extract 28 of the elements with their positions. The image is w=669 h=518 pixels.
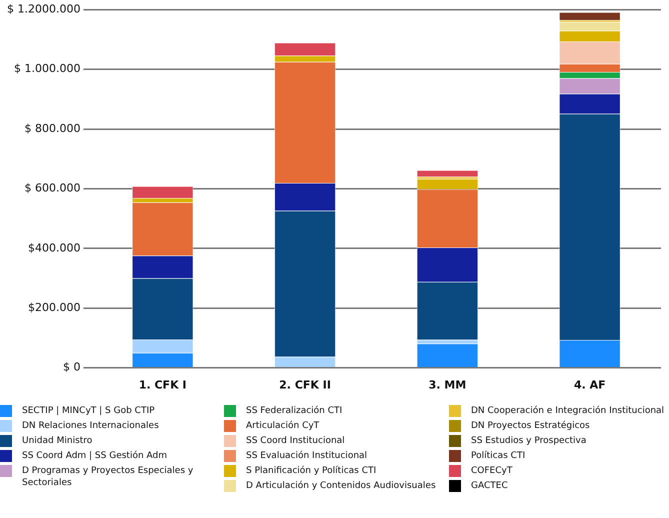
- legend-label: SS Evaluación Institucional: [246, 450, 368, 462]
- legend-label: SS Estudios y Prospectiva: [471, 435, 586, 447]
- x-tick-label: 1. CFK I: [138, 378, 187, 392]
- legend-label: GACTEC: [471, 480, 508, 492]
- legend-label: DN Relaciones Internacionales: [22, 420, 159, 432]
- legend-label: D Articulación y Contenidos Audiovisuales: [246, 480, 436, 492]
- y-tick-label: $ 1.2000.000: [6, 2, 80, 16]
- y-tick-label: $ 1.000.000: [14, 62, 80, 76]
- legend-label: SS Federalización CTI: [246, 405, 342, 417]
- y-tick-label: $400.000: [28, 241, 80, 254]
- legend-label: Unidad Ministro: [22, 435, 92, 447]
- y-tick-label: $ 800.000: [24, 122, 80, 135]
- x-tick-label: 4. AF: [574, 378, 606, 392]
- legend-label: Políticas CTI: [471, 450, 526, 462]
- legend-label: COFECyT: [471, 465, 512, 477]
- legend-label: DN Proyectos Estratégicos: [471, 420, 590, 432]
- legend-label: S Planificación y Políticas CTI: [246, 465, 376, 477]
- legend-label: DN Cooperación e Integración Institucional: [471, 405, 664, 417]
- y-tick-label: $ 0: [62, 360, 80, 374]
- legend-label: SS Coord Adm | SS Gestión Adm: [22, 450, 167, 462]
- legend-label: D Programas y Proyectos Especiales y Sectoriales: [22, 465, 194, 489]
- x-tick-label: 2. CFK II: [279, 378, 331, 392]
- legend-label: Articulación CyT: [246, 420, 320, 432]
- legend-label: SECTIP | MINCyT | S Gob CTIP: [22, 405, 155, 417]
- legend-label: SS Coord Institucional: [246, 435, 345, 447]
- x-tick-label: 3. MM: [428, 378, 466, 392]
- y-tick-label: $200.000: [28, 300, 80, 314]
- y-tick-label: $ 600.000: [24, 182, 80, 195]
